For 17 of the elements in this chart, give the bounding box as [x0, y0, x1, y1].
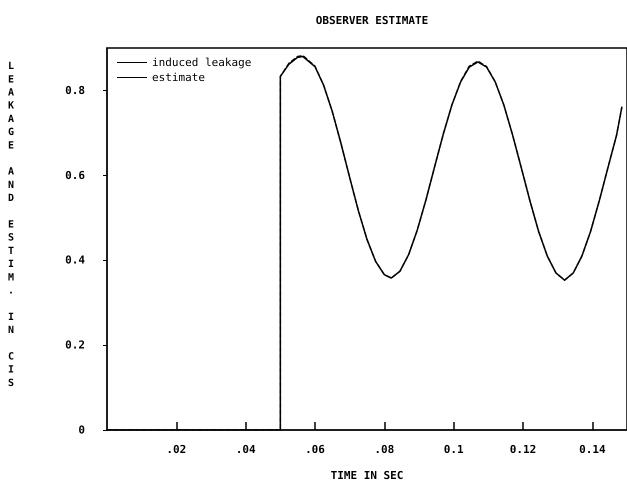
x-tick-label: 0.1 [444, 443, 464, 456]
legend-label: induced leakage [152, 56, 252, 69]
y-tick-label: 0.2 [65, 338, 85, 352]
y-tick-label: 0 [78, 424, 85, 436]
legend-label: estimate [152, 71, 205, 84]
y-tick-label: 0.8 [65, 84, 85, 97]
x-tick-label: .04 [236, 443, 256, 456]
x-axis-title: TIME IN SEC [330, 469, 404, 482]
y-tick-label: 0.6 [65, 168, 86, 182]
y-tick-label: 0.4 [65, 254, 86, 267]
x-tick-label: .06 [305, 443, 326, 456]
x-tick-label: .02 [166, 443, 186, 456]
x-tick-label: 0.14 [579, 443, 606, 456]
x-tick-label: .08 [374, 443, 394, 456]
x-tick-label: 0.12 [510, 443, 536, 456]
chart-title: OBSERVER ESTIMATE [316, 14, 428, 27]
text: LEAKAGE AND ESTIM. IN CIS [8, 61, 14, 389]
